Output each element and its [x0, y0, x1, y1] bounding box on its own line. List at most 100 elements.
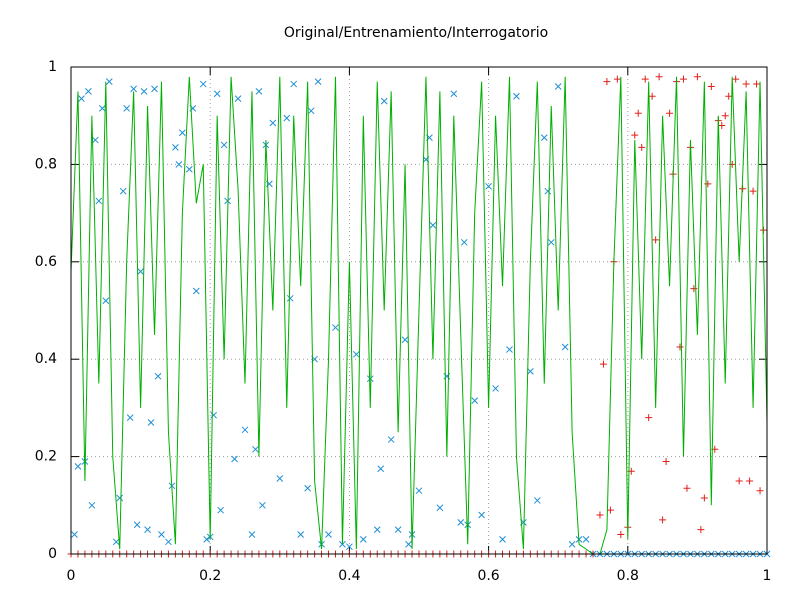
y-tick-label: 1 [48, 59, 57, 75]
x-marker [436, 504, 444, 512]
x-marker [283, 114, 291, 122]
x-marker [568, 540, 576, 548]
x-marker [140, 87, 148, 95]
x-marker [92, 136, 99, 144]
x-marker [290, 80, 298, 88]
plus-marker [613, 75, 621, 83]
x-marker [471, 397, 479, 404]
plus-marker [753, 80, 761, 88]
x-marker [533, 497, 541, 504]
x-marker [130, 85, 137, 93]
x-marker [353, 350, 360, 358]
x-marker [158, 531, 165, 538]
plus-marker [638, 143, 646, 151]
x-marker [98, 105, 106, 112]
x-marker [478, 511, 485, 519]
plus-marker [735, 477, 743, 485]
x-marker [133, 521, 141, 529]
x-marker [506, 346, 513, 353]
x-marker [332, 324, 339, 331]
x-tick-label: 0.2 [199, 568, 221, 584]
x-marker [144, 526, 151, 534]
x-marker [405, 540, 412, 548]
x-marker [460, 238, 468, 246]
x-marker [71, 531, 78, 538]
x-marker [102, 297, 110, 305]
plus-marker [596, 511, 604, 519]
x-marker [304, 484, 311, 492]
x-tick-label: 0.8 [617, 568, 639, 584]
x-marker [492, 385, 499, 392]
plus-marker [690, 285, 698, 293]
x-marker [346, 543, 353, 551]
x-marker [561, 343, 569, 351]
x-marker [165, 538, 172, 546]
x-marker [513, 92, 520, 100]
x-marker [179, 129, 186, 137]
x-marker [269, 119, 277, 127]
x-marker [415, 487, 423, 495]
x-marker [74, 462, 82, 470]
plus-marker [617, 531, 625, 539]
plus-marker [662, 457, 670, 465]
x-tick-label: 0 [67, 568, 76, 584]
x-tick-label: 0.4 [338, 568, 360, 584]
x-marker [307, 107, 315, 115]
x-marker [527, 368, 534, 375]
x-marker [544, 187, 552, 195]
x-marker [394, 526, 402, 534]
plus-marker [683, 484, 691, 492]
x-marker [248, 531, 256, 538]
plus-marker [679, 75, 687, 83]
plus-marker [599, 360, 607, 368]
x-marker [192, 287, 200, 295]
plus-marker [652, 236, 660, 244]
x-marker [554, 83, 562, 90]
plus-marker [700, 494, 708, 502]
x-marker [540, 134, 548, 141]
plus-marker [641, 75, 649, 83]
x-marker [185, 165, 193, 173]
x-marker [88, 501, 96, 509]
x-marker [210, 411, 218, 419]
plus-marker [704, 180, 712, 188]
x-marker [234, 95, 242, 103]
x-marker [255, 87, 263, 95]
x-marker [151, 85, 158, 93]
plus-marker [718, 121, 726, 129]
x-marker [241, 426, 249, 434]
x-marker [220, 141, 228, 149]
x-marker [203, 536, 211, 543]
chart-title: Original/Entrenamiento/Interrogatorio [284, 25, 548, 41]
x-marker [95, 197, 103, 205]
y-tick-label: 0 [48, 546, 57, 562]
x-marker [401, 336, 409, 344]
x-marker [286, 294, 294, 302]
x-marker [116, 494, 124, 502]
plot-border [70, 66, 768, 555]
y-tick-label: 0.4 [35, 351, 57, 367]
x-marker [499, 536, 506, 543]
x-marker [485, 182, 492, 190]
y-tick-label: 0.2 [35, 449, 57, 465]
plus-marker [725, 92, 733, 100]
x-marker [314, 78, 322, 85]
plus-marker [676, 343, 684, 351]
x-marker [78, 95, 85, 103]
x-marker [119, 187, 127, 195]
plus-marker [693, 73, 701, 81]
x-marker [387, 436, 395, 443]
plus-marker [606, 506, 614, 514]
x-marker [85, 87, 92, 95]
plus-marker [732, 75, 740, 83]
plus-marker [749, 187, 757, 195]
x-marker [154, 372, 162, 380]
x-marker [325, 531, 332, 538]
x-marker [175, 161, 183, 168]
plus-marker [659, 516, 667, 524]
x-marker [359, 536, 367, 543]
x-marker [199, 80, 207, 88]
plus-marker [707, 82, 715, 90]
x-marker [457, 518, 465, 526]
